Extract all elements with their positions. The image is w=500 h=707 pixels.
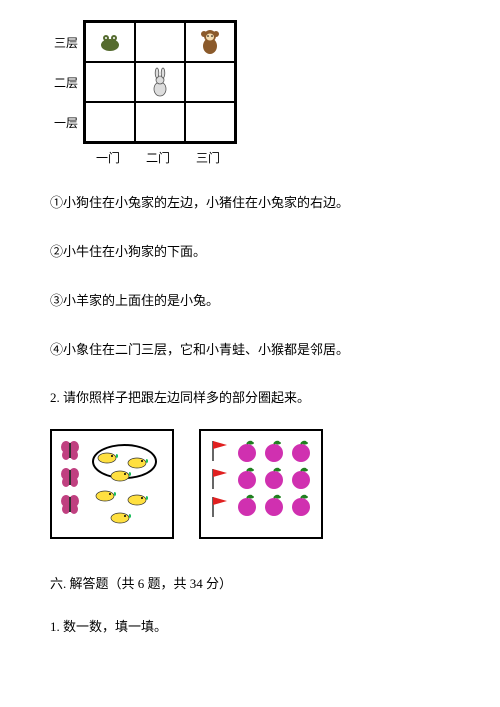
cell-3-3 bbox=[185, 22, 235, 62]
cell-3-1 bbox=[85, 22, 135, 62]
bird-icon bbox=[96, 449, 118, 465]
flag-column bbox=[209, 439, 229, 529]
frog-icon bbox=[97, 31, 123, 53]
col-label-3: 三门 bbox=[183, 149, 233, 168]
cell-1-1 bbox=[85, 102, 135, 142]
flag-icon bbox=[209, 467, 229, 489]
col-label-2: 二门 bbox=[133, 149, 183, 168]
flag-icon bbox=[209, 495, 229, 517]
monkey-icon bbox=[198, 28, 222, 56]
bird-icon bbox=[109, 467, 131, 483]
grid-cells bbox=[83, 20, 237, 144]
statement-4: ④小象住在二门三层，它和小青蛙、小猴都是邻居。 bbox=[50, 340, 450, 361]
cell-1-2 bbox=[135, 102, 185, 142]
row-labels: 三层 二层 一层 bbox=[50, 24, 78, 144]
col-labels: 一门 二门 三门 bbox=[83, 149, 450, 168]
bird-icon bbox=[94, 487, 116, 503]
apple-icon bbox=[235, 466, 259, 490]
birds-area bbox=[84, 439, 164, 529]
apple-icon bbox=[262, 439, 286, 463]
question-2: 2. 请你照样子把跟左边同样多的部分圈起来。 bbox=[50, 388, 450, 409]
picture-row bbox=[50, 429, 450, 539]
box-butterfly-birds bbox=[50, 429, 174, 539]
row-label-2: 二层 bbox=[50, 64, 78, 104]
statement-1: ①小狗住在小兔家的左边，小猪住在小兔家的右边。 bbox=[50, 193, 450, 214]
apple-icon bbox=[235, 439, 259, 463]
cell-2-3 bbox=[185, 62, 235, 102]
bird-icon bbox=[109, 509, 131, 525]
apple-icon bbox=[289, 439, 313, 463]
flag-icon bbox=[209, 439, 229, 461]
col-label-1: 一门 bbox=[83, 149, 133, 168]
question-6-1: 1. 数一数，填一填。 bbox=[50, 617, 450, 638]
apple-icon bbox=[262, 466, 286, 490]
rabbit-icon bbox=[150, 67, 170, 97]
bird-icon bbox=[126, 491, 148, 507]
building-grid: 三层 二层 一层 bbox=[50, 20, 450, 144]
butterfly-column bbox=[60, 439, 80, 529]
cell-1-3 bbox=[185, 102, 235, 142]
apple-icon bbox=[235, 493, 259, 517]
butterfly-icon bbox=[60, 439, 80, 461]
row-label-3: 三层 bbox=[50, 24, 78, 64]
statement-2: ②小牛住在小狗家的下面。 bbox=[50, 242, 450, 263]
cell-2-2 bbox=[135, 62, 185, 102]
box-flags-apples bbox=[199, 429, 323, 539]
apple-icon bbox=[289, 466, 313, 490]
apple-grid bbox=[235, 439, 313, 529]
section-6-heading: 六. 解答题（共 6 题，共 34 分） bbox=[50, 574, 450, 595]
butterfly-icon bbox=[60, 466, 80, 488]
row-label-1: 一层 bbox=[50, 104, 78, 144]
cell-3-2 bbox=[135, 22, 185, 62]
apple-icon bbox=[262, 493, 286, 517]
butterfly-icon bbox=[60, 493, 80, 515]
statement-3: ③小羊家的上面住的是小兔。 bbox=[50, 291, 450, 312]
cell-2-1 bbox=[85, 62, 135, 102]
apple-icon bbox=[289, 493, 313, 517]
